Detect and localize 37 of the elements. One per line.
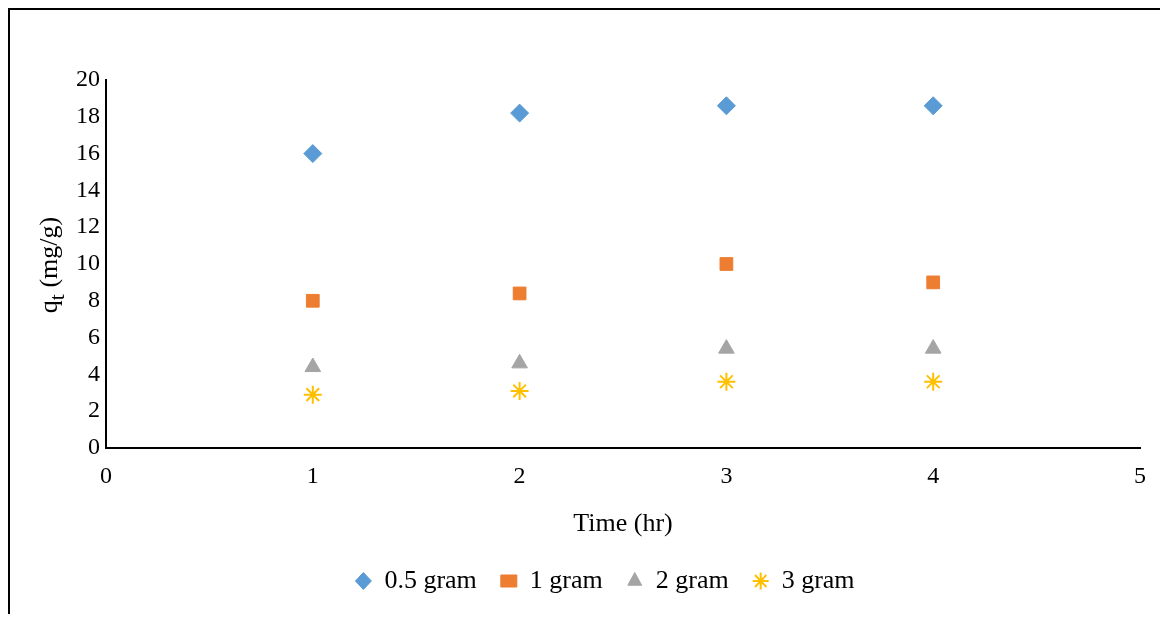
y-tick-label: 12 — [76, 212, 100, 239]
y-tick-label: 6 — [88, 322, 100, 349]
x-tick-label: 4 — [927, 461, 940, 488]
y-tick-label: 20 — [76, 65, 100, 92]
y-tick-label: 8 — [88, 286, 100, 313]
y-tick-label: 4 — [88, 359, 100, 386]
point — [716, 371, 737, 392]
point — [926, 275, 941, 290]
point — [302, 384, 323, 405]
y-tick-label: 14 — [76, 175, 100, 202]
x-tick-label: 1 — [306, 461, 319, 488]
point — [923, 371, 944, 392]
y-tick-label: 10 — [76, 249, 100, 276]
point — [923, 96, 943, 116]
point — [305, 293, 320, 308]
point — [303, 144, 323, 164]
x-tick-label: 3 — [720, 461, 733, 488]
point — [718, 339, 735, 354]
legend-label: 1 gram — [529, 564, 603, 594]
y-tick-label: 16 — [76, 138, 100, 165]
x-axis-title: Time (hr) — [573, 508, 673, 538]
legend-label: 0.5 gram — [384, 564, 477, 594]
point — [509, 380, 530, 401]
legend-label: 3 gram — [781, 564, 855, 594]
point — [716, 96, 736, 116]
point — [924, 339, 942, 354]
y-tick-label: 0 — [88, 433, 100, 460]
y-tick-label: 2 — [88, 396, 100, 423]
point — [304, 357, 322, 373]
y-tick-label: 18 — [76, 102, 100, 129]
point — [511, 353, 528, 369]
x-tick-label: 2 — [513, 461, 526, 488]
legend-label: 2 gram — [655, 564, 729, 594]
point — [512, 286, 527, 301]
x-tick-label: 5 — [1134, 461, 1146, 488]
point — [510, 103, 530, 123]
point — [719, 257, 734, 271]
